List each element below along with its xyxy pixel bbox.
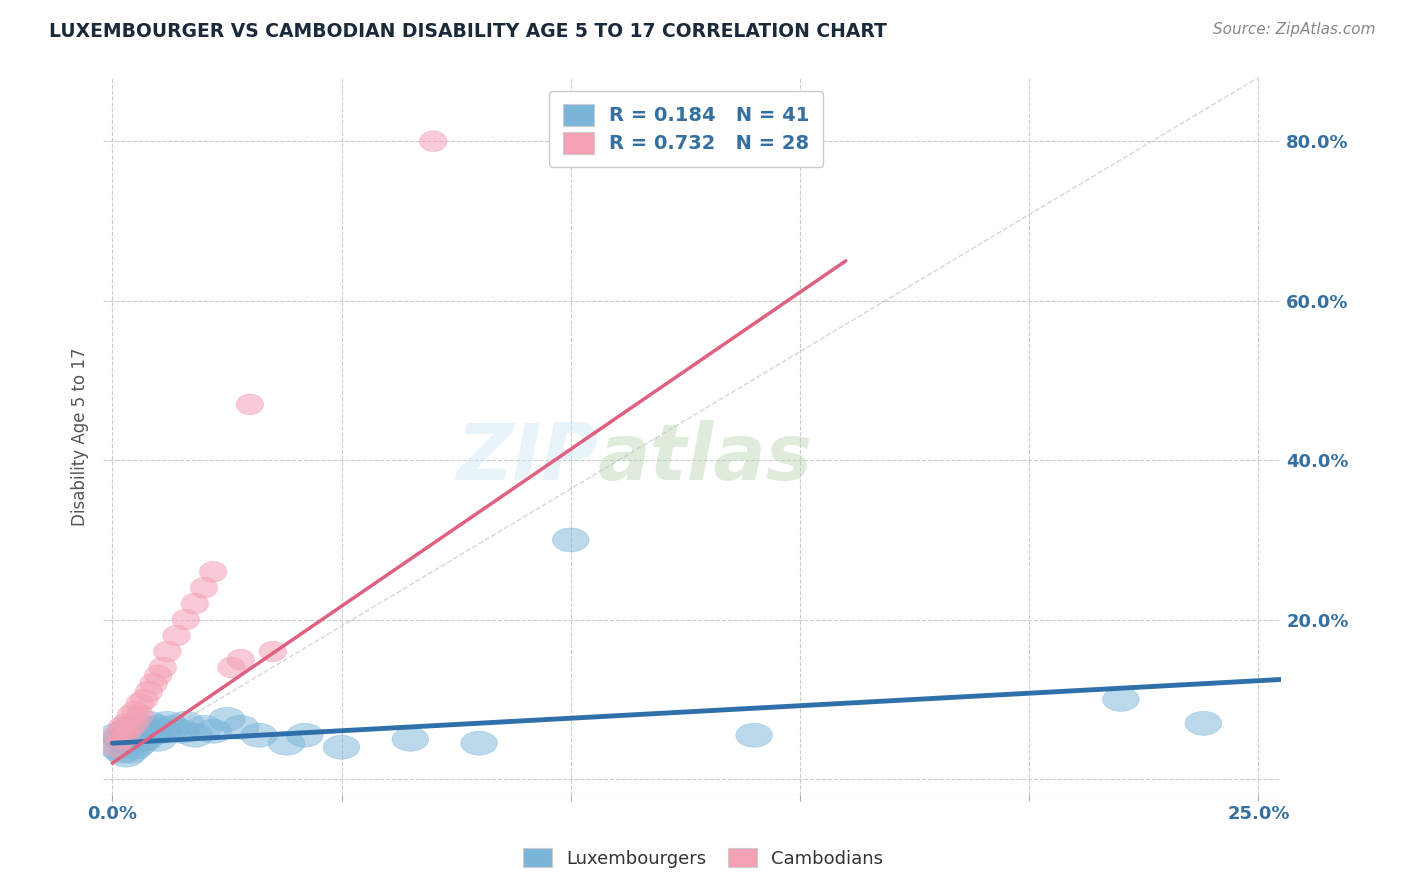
Ellipse shape	[112, 739, 149, 764]
Ellipse shape	[1185, 711, 1222, 735]
Ellipse shape	[108, 743, 145, 767]
Ellipse shape	[103, 727, 139, 751]
Ellipse shape	[153, 715, 190, 739]
Ellipse shape	[181, 593, 208, 614]
Y-axis label: Disability Age 5 to 17: Disability Age 5 to 17	[72, 347, 89, 525]
Ellipse shape	[112, 727, 149, 751]
Ellipse shape	[131, 723, 167, 747]
Ellipse shape	[108, 717, 135, 738]
Ellipse shape	[149, 711, 186, 735]
Ellipse shape	[131, 711, 167, 735]
Ellipse shape	[117, 705, 145, 726]
Ellipse shape	[121, 701, 149, 722]
Ellipse shape	[218, 657, 245, 678]
Ellipse shape	[127, 715, 163, 739]
Ellipse shape	[108, 719, 145, 743]
Ellipse shape	[553, 528, 589, 552]
Ellipse shape	[735, 723, 772, 747]
Ellipse shape	[208, 707, 245, 731]
Ellipse shape	[163, 719, 200, 743]
Text: LUXEMBOURGER VS CAMBODIAN DISABILITY AGE 5 TO 17 CORRELATION CHART: LUXEMBOURGER VS CAMBODIAN DISABILITY AGE…	[49, 22, 887, 41]
Ellipse shape	[139, 673, 167, 694]
Ellipse shape	[135, 719, 172, 743]
Text: ZIP: ZIP	[456, 420, 598, 496]
Ellipse shape	[103, 739, 139, 764]
Ellipse shape	[236, 394, 263, 415]
Ellipse shape	[127, 693, 153, 714]
Ellipse shape	[269, 731, 305, 756]
Ellipse shape	[167, 711, 204, 735]
Legend: R = 0.184   N = 41, R = 0.732   N = 28: R = 0.184 N = 41, R = 0.732 N = 28	[550, 91, 824, 167]
Ellipse shape	[112, 725, 139, 746]
Ellipse shape	[186, 715, 222, 739]
Legend: Luxembourgers, Cambodians: Luxembourgers, Cambodians	[512, 837, 894, 879]
Ellipse shape	[117, 735, 153, 759]
Ellipse shape	[195, 719, 232, 743]
Ellipse shape	[259, 641, 287, 662]
Text: atlas: atlas	[598, 420, 813, 496]
Ellipse shape	[323, 735, 360, 759]
Ellipse shape	[461, 731, 498, 756]
Ellipse shape	[112, 715, 149, 739]
Ellipse shape	[121, 713, 149, 733]
Ellipse shape	[1102, 688, 1139, 711]
Ellipse shape	[98, 735, 135, 759]
Ellipse shape	[139, 727, 177, 751]
Ellipse shape	[139, 715, 177, 739]
Ellipse shape	[112, 713, 139, 733]
Ellipse shape	[108, 731, 145, 756]
Ellipse shape	[200, 561, 226, 582]
Ellipse shape	[392, 727, 429, 751]
Ellipse shape	[121, 731, 157, 756]
Ellipse shape	[287, 723, 323, 747]
Ellipse shape	[103, 737, 131, 757]
Ellipse shape	[149, 657, 177, 678]
Ellipse shape	[145, 719, 181, 743]
Ellipse shape	[226, 649, 254, 670]
Ellipse shape	[163, 625, 190, 646]
Ellipse shape	[117, 723, 153, 747]
Ellipse shape	[190, 577, 218, 599]
Ellipse shape	[121, 719, 157, 743]
Ellipse shape	[177, 723, 214, 747]
Ellipse shape	[103, 725, 131, 746]
Ellipse shape	[131, 689, 157, 710]
Text: Source: ZipAtlas.com: Source: ZipAtlas.com	[1212, 22, 1375, 37]
Ellipse shape	[127, 727, 163, 751]
Ellipse shape	[127, 705, 153, 726]
Ellipse shape	[145, 665, 172, 686]
Ellipse shape	[419, 131, 447, 152]
Ellipse shape	[172, 609, 200, 630]
Ellipse shape	[222, 715, 259, 739]
Ellipse shape	[98, 723, 135, 747]
Ellipse shape	[240, 723, 277, 747]
Ellipse shape	[117, 717, 145, 738]
Ellipse shape	[108, 729, 135, 749]
Ellipse shape	[135, 681, 163, 702]
Ellipse shape	[153, 641, 181, 662]
